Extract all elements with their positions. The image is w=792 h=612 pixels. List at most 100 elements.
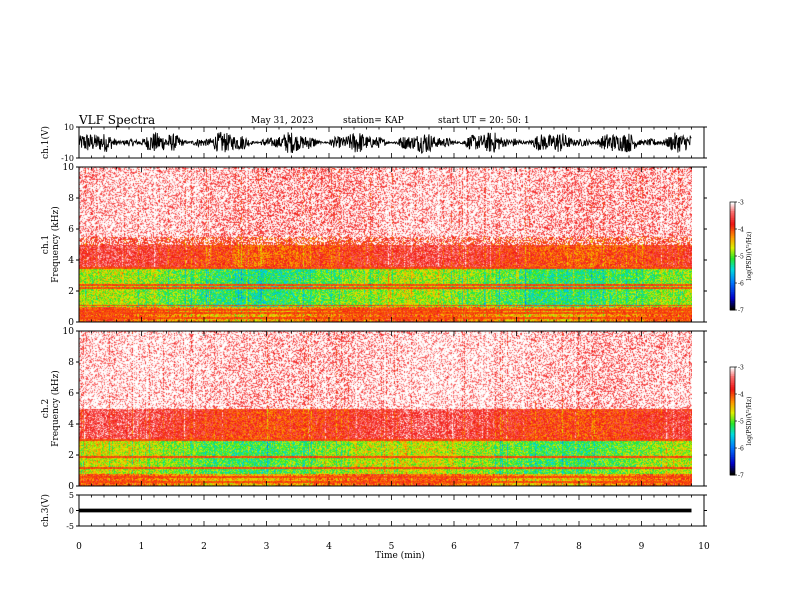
colorbar-cell (730, 449, 735, 453)
colorbar-cell (730, 270, 735, 273)
y-tick-label: 0 (69, 507, 74, 516)
colorbar-cell (730, 457, 735, 460)
colorbar-cell (730, 243, 735, 246)
colorbar-cell (730, 250, 735, 253)
colorbar-cell (730, 385, 735, 388)
start-time-label: start UT = 20: 50: 1 (438, 116, 530, 126)
colorbar-cell (730, 230, 735, 234)
colorbar-cell (730, 286, 735, 289)
colorbar-cell (730, 451, 735, 454)
colorbar-cell (730, 467, 735, 471)
colorbar-cell (730, 453, 735, 456)
colorbar-cell (730, 274, 735, 277)
y-tick-label: 2 (68, 451, 74, 461)
y-tick-label: -5 (66, 522, 74, 531)
colorbar-cell (730, 229, 735, 232)
colorbar-cell (730, 254, 735, 257)
colorbar-cell (730, 401, 735, 404)
colorbar-cell (730, 377, 735, 381)
colorbar-cell (730, 460, 735, 463)
colorbar-cell (730, 266, 735, 270)
x-tick-label: 0 (76, 542, 82, 552)
colorbar-cell (730, 288, 735, 291)
y-tick-label: 4 (68, 256, 74, 266)
colorbar-cell (730, 424, 735, 427)
y-tick-label: 10 (63, 327, 75, 337)
colorbar-cell (730, 408, 735, 411)
colorbar-cell (730, 406, 735, 409)
colorbar-cell (730, 272, 735, 275)
colorbar-cell (730, 437, 735, 440)
colorbar-cell (730, 471, 735, 474)
colorbar-cell (730, 245, 735, 248)
colorbar-cell (730, 413, 735, 417)
colorbar-cell (730, 370, 735, 373)
colorbar-tick-label: -5 (738, 254, 744, 261)
y-axis-label: ch.1(V) (40, 126, 51, 159)
colorbar-cell (730, 297, 735, 300)
colorbar-cell (730, 376, 735, 379)
y-tick-label: 6 (68, 389, 74, 399)
colorbar-tick-label: -4 (738, 392, 744, 399)
colorbar-cell (730, 209, 735, 212)
colorbar-cell (730, 399, 735, 402)
colorbar-cell (730, 220, 735, 223)
x-axis-label: Time (min) (375, 550, 425, 561)
colorbar-cell (730, 212, 735, 216)
colorbar-cell (730, 214, 735, 217)
colorbar-tick-label: -3 (738, 365, 744, 372)
colorbar-cell (730, 428, 735, 431)
x-tick-label: 9 (639, 542, 645, 552)
colorbar-cell (730, 383, 735, 386)
colorbar-cell (730, 431, 735, 435)
colorbar-cell (730, 301, 735, 304)
y-tick-label: 4 (68, 420, 74, 430)
colorbar-cell (730, 421, 735, 424)
colorbar-cell (730, 279, 735, 282)
y-axis-label: Frequency (kHz) (50, 370, 61, 447)
y-tick-label: 0 (68, 482, 74, 492)
colorbar-cell (730, 392, 735, 395)
colorbar-cell (730, 283, 735, 286)
colorbar-cell (730, 239, 735, 243)
colorbar-cell (730, 417, 735, 420)
colorbar-cell (730, 281, 735, 284)
y-tick-label: 10 (63, 163, 75, 173)
colorbar-cell (730, 426, 735, 429)
colorbar-cell (730, 259, 735, 262)
colorbar-tick-label: -5 (738, 419, 744, 426)
y-axis-label: Frequency (kHz) (50, 206, 61, 283)
colorbar-cell (730, 216, 735, 219)
colorbar-cell (730, 368, 735, 372)
colorbar-cell (730, 234, 735, 237)
colorbar-cell (730, 435, 735, 438)
colorbar-cell (730, 433, 735, 436)
colorbar-cell (730, 202, 735, 205)
colorbar-tick-label: -4 (738, 227, 744, 234)
colorbar-cell (730, 247, 735, 250)
colorbar-cell (730, 439, 735, 442)
y-tick-label: 10 (64, 123, 74, 132)
spectrogram-image (79, 331, 692, 486)
waveform-trace (78, 131, 692, 154)
y-tick-label: -10 (61, 154, 74, 163)
x-tick-label: 3 (264, 542, 270, 552)
colorbar-cell (730, 299, 735, 302)
colorbar-cell (730, 211, 735, 214)
colorbar-cell (730, 412, 735, 415)
colorbar-tick-label: -3 (738, 200, 744, 207)
x-tick-label: 4 (326, 542, 332, 552)
colorbar-cell (730, 422, 735, 426)
colorbar-cell (730, 203, 735, 207)
y-tick-label: 8 (68, 358, 74, 368)
colorbar-cell (730, 304, 735, 307)
time-axis: 0 1 2 3 4 5 6 7 8 9 10 (76, 542, 710, 552)
colorbar-cell (730, 464, 735, 467)
colorbar-cell (730, 374, 735, 377)
colorbar-tick-label: -6 (738, 281, 744, 288)
colorbar-cell (730, 290, 735, 293)
y-axis-label: ch.1 (41, 235, 51, 254)
colorbar-cell (730, 295, 735, 298)
colorbar-cell (730, 223, 735, 226)
